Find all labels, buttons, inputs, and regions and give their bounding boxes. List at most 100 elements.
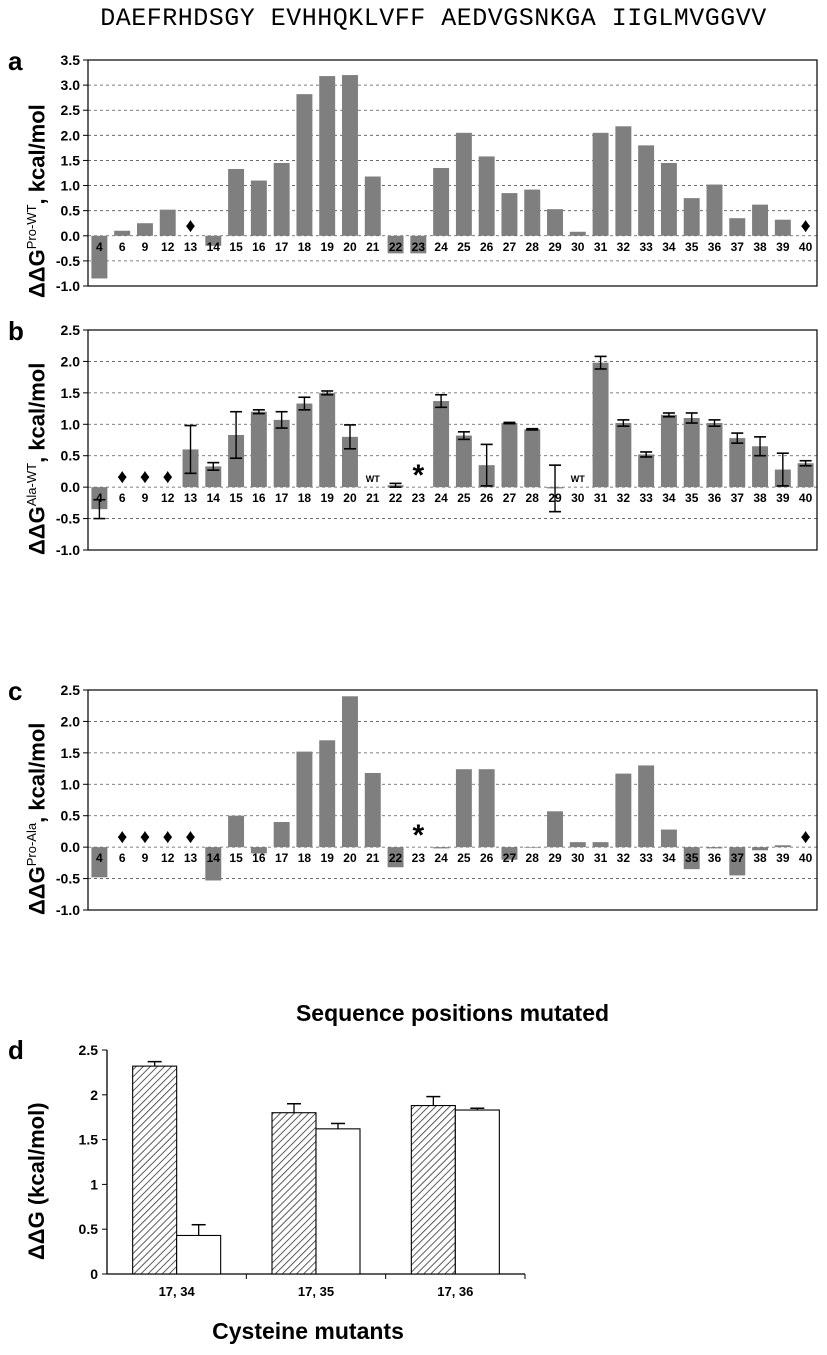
panel-c-bar-34	[660, 829, 677, 848]
panel-c-bar-33	[638, 765, 655, 848]
panel-b-diamond-marker: ♦	[140, 466, 150, 488]
panel-a-bar-37	[729, 218, 746, 236]
panel-c-bar-18	[296, 751, 313, 848]
panel-b-bar-35	[683, 418, 700, 488]
panel-a-x-tick-label: 31	[594, 240, 608, 254]
panel-b-x-tick-label: 39	[776, 491, 790, 505]
panel-a-diamond-marker: ♦	[801, 215, 811, 237]
panel-a-bar-36	[706, 184, 723, 236]
panel-label-d: d	[8, 1035, 24, 1065]
panel-a-bar-23	[410, 235, 427, 254]
panel-c-bar-19	[319, 740, 336, 848]
panel-c-bar-36	[706, 847, 723, 849]
panel-a-bar-33	[638, 145, 655, 236]
panel-b-x-tick-label: 40	[799, 491, 813, 505]
panel-b-x-tick-label: 16	[252, 491, 266, 505]
panel-c-diamond-marker: ♦	[801, 826, 811, 848]
panel-b-bar-28	[524, 429, 541, 488]
panel-b-x-tick-label: 30	[571, 491, 585, 505]
panel-b-x-tick-label: 13	[184, 491, 198, 505]
panel-b-bar-34	[660, 414, 677, 488]
panel-b-bar-40	[797, 463, 814, 488]
panel-label-c: c	[8, 676, 23, 706]
panel-b-x-tick-label: 31	[594, 491, 608, 505]
panel-c-x-tick-label: 34	[662, 851, 676, 865]
panel-c-x-tick-label: 32	[617, 851, 631, 865]
panel-a-x-tick-label: 13	[184, 240, 198, 254]
panel-c-plot-frame	[87, 689, 818, 911]
panel-d-x-tick-label: 17, 36	[437, 1284, 473, 1299]
panel-b-bar-15	[228, 434, 245, 488]
panel-a-bar-38	[752, 204, 769, 236]
panel-a-x-tick-label: 40	[799, 240, 813, 254]
panel-b-x-tick-label: 9	[142, 491, 149, 505]
panel-c-bar-20	[342, 696, 358, 848]
panel-c-bar-30	[569, 842, 586, 848]
panel-a-y-tick-label: 3.0	[61, 77, 81, 93]
panel-b-y-tick-label: 1.5	[61, 385, 81, 401]
panel-c-x-tick-label: 15	[229, 851, 243, 865]
panel-d-bar-hatched	[410, 1105, 456, 1275]
panel-b-bar-4	[91, 487, 108, 510]
panel-a-bar-22	[387, 235, 404, 254]
panel-c-x-tick-label: 4	[96, 851, 103, 865]
panel-c-bar-31	[592, 842, 609, 848]
panel-c-bar-22	[387, 847, 404, 868]
panel-c-x-tick-label: 33	[639, 851, 653, 865]
panel-c-y-tick-label: 0.0	[61, 839, 81, 855]
panel-c-diamond-marker: ♦	[140, 826, 150, 848]
panel-b-x-tick-label: 28	[526, 491, 540, 505]
panel-c-x-tick-label: 12	[161, 851, 175, 865]
panel-b-bar-32	[615, 423, 632, 488]
panel-d-bar-hatched	[271, 1112, 317, 1275]
panel-b-wt-marker: WT	[366, 474, 380, 484]
panel-b-x-tick-label: 19	[321, 491, 335, 505]
panel-d-y-tick-label: 0	[90, 1266, 98, 1282]
panel-a-x-tick-label: 14	[207, 240, 221, 254]
panel-b-x-tick-label: 24	[434, 491, 448, 505]
panel-c-x-tick-label: 40	[799, 851, 813, 865]
panel-c-diamond-marker: ♦	[163, 826, 173, 848]
panel-d-bar-white	[176, 1234, 222, 1275]
panel-c-y-tick-label: 1.5	[61, 745, 81, 761]
panel-d-y-tick-label: 2.5	[79, 1042, 99, 1058]
panel-a-bar-9	[136, 223, 153, 236]
panel-a-x-tick-label: 29	[548, 240, 562, 254]
panel-b-bar-36	[706, 423, 723, 488]
panel-b-x-tick-label: 27	[503, 491, 517, 505]
panel-a-x-tick-label: 28	[526, 240, 540, 254]
panel-b-bar-33	[638, 454, 655, 488]
panel-b-bar-25	[455, 435, 472, 488]
panel-c-bar-35	[683, 847, 700, 870]
panel-b-x-tick-label: 4	[96, 491, 103, 505]
panel-c-x-tick-label: 24	[434, 851, 448, 865]
panel-b-x-tick-label: 36	[708, 491, 722, 505]
panel-c-x-tick-label: 6	[119, 851, 126, 865]
panel-a-y-tick-label: 1.0	[61, 178, 81, 194]
panel-b-bar-37	[729, 438, 746, 488]
panel-a-x-tick-label: 4	[96, 240, 103, 254]
panel-c-x-axis-title: Sequence positions mutated	[295, 1000, 610, 1026]
panel-c-x-tick-label: 36	[708, 851, 722, 865]
panel-c-bar-28	[524, 847, 541, 848]
panel-a-y-tick-label: 1.5	[61, 152, 81, 168]
panel-c-diamond-marker: ♦	[185, 826, 195, 848]
panel-a-x-tick-label: 20	[343, 240, 357, 254]
panel-label-b: b	[8, 316, 24, 346]
panel-c-asterisk-marker: *	[412, 819, 424, 852]
panel-a-x-tick-label: 38	[753, 240, 767, 254]
panel-a-y-tick-label: 2.5	[61, 102, 81, 118]
panel-b-asterisk-marker: *	[412, 459, 424, 492]
panel-b-x-tick-label: 25	[457, 491, 471, 505]
panel-a-x-tick-label: 32	[617, 240, 631, 254]
panel-c-x-tick-label: 39	[776, 851, 790, 865]
panel-c-x-tick-label: 27	[503, 851, 517, 865]
panel-b-y-tick-label: 2.5	[61, 322, 81, 338]
panel-c-bar-27	[501, 847, 518, 860]
panel-c-bar-26	[478, 769, 495, 848]
panel-c-bar-29	[547, 811, 563, 848]
panel-b-y-tick-label: 0.0	[61, 479, 81, 495]
panel-b-diamond-marker: ♦	[163, 466, 173, 488]
panel-a-bar-29	[547, 209, 563, 236]
panel-b-x-tick-label: 22	[389, 491, 403, 505]
